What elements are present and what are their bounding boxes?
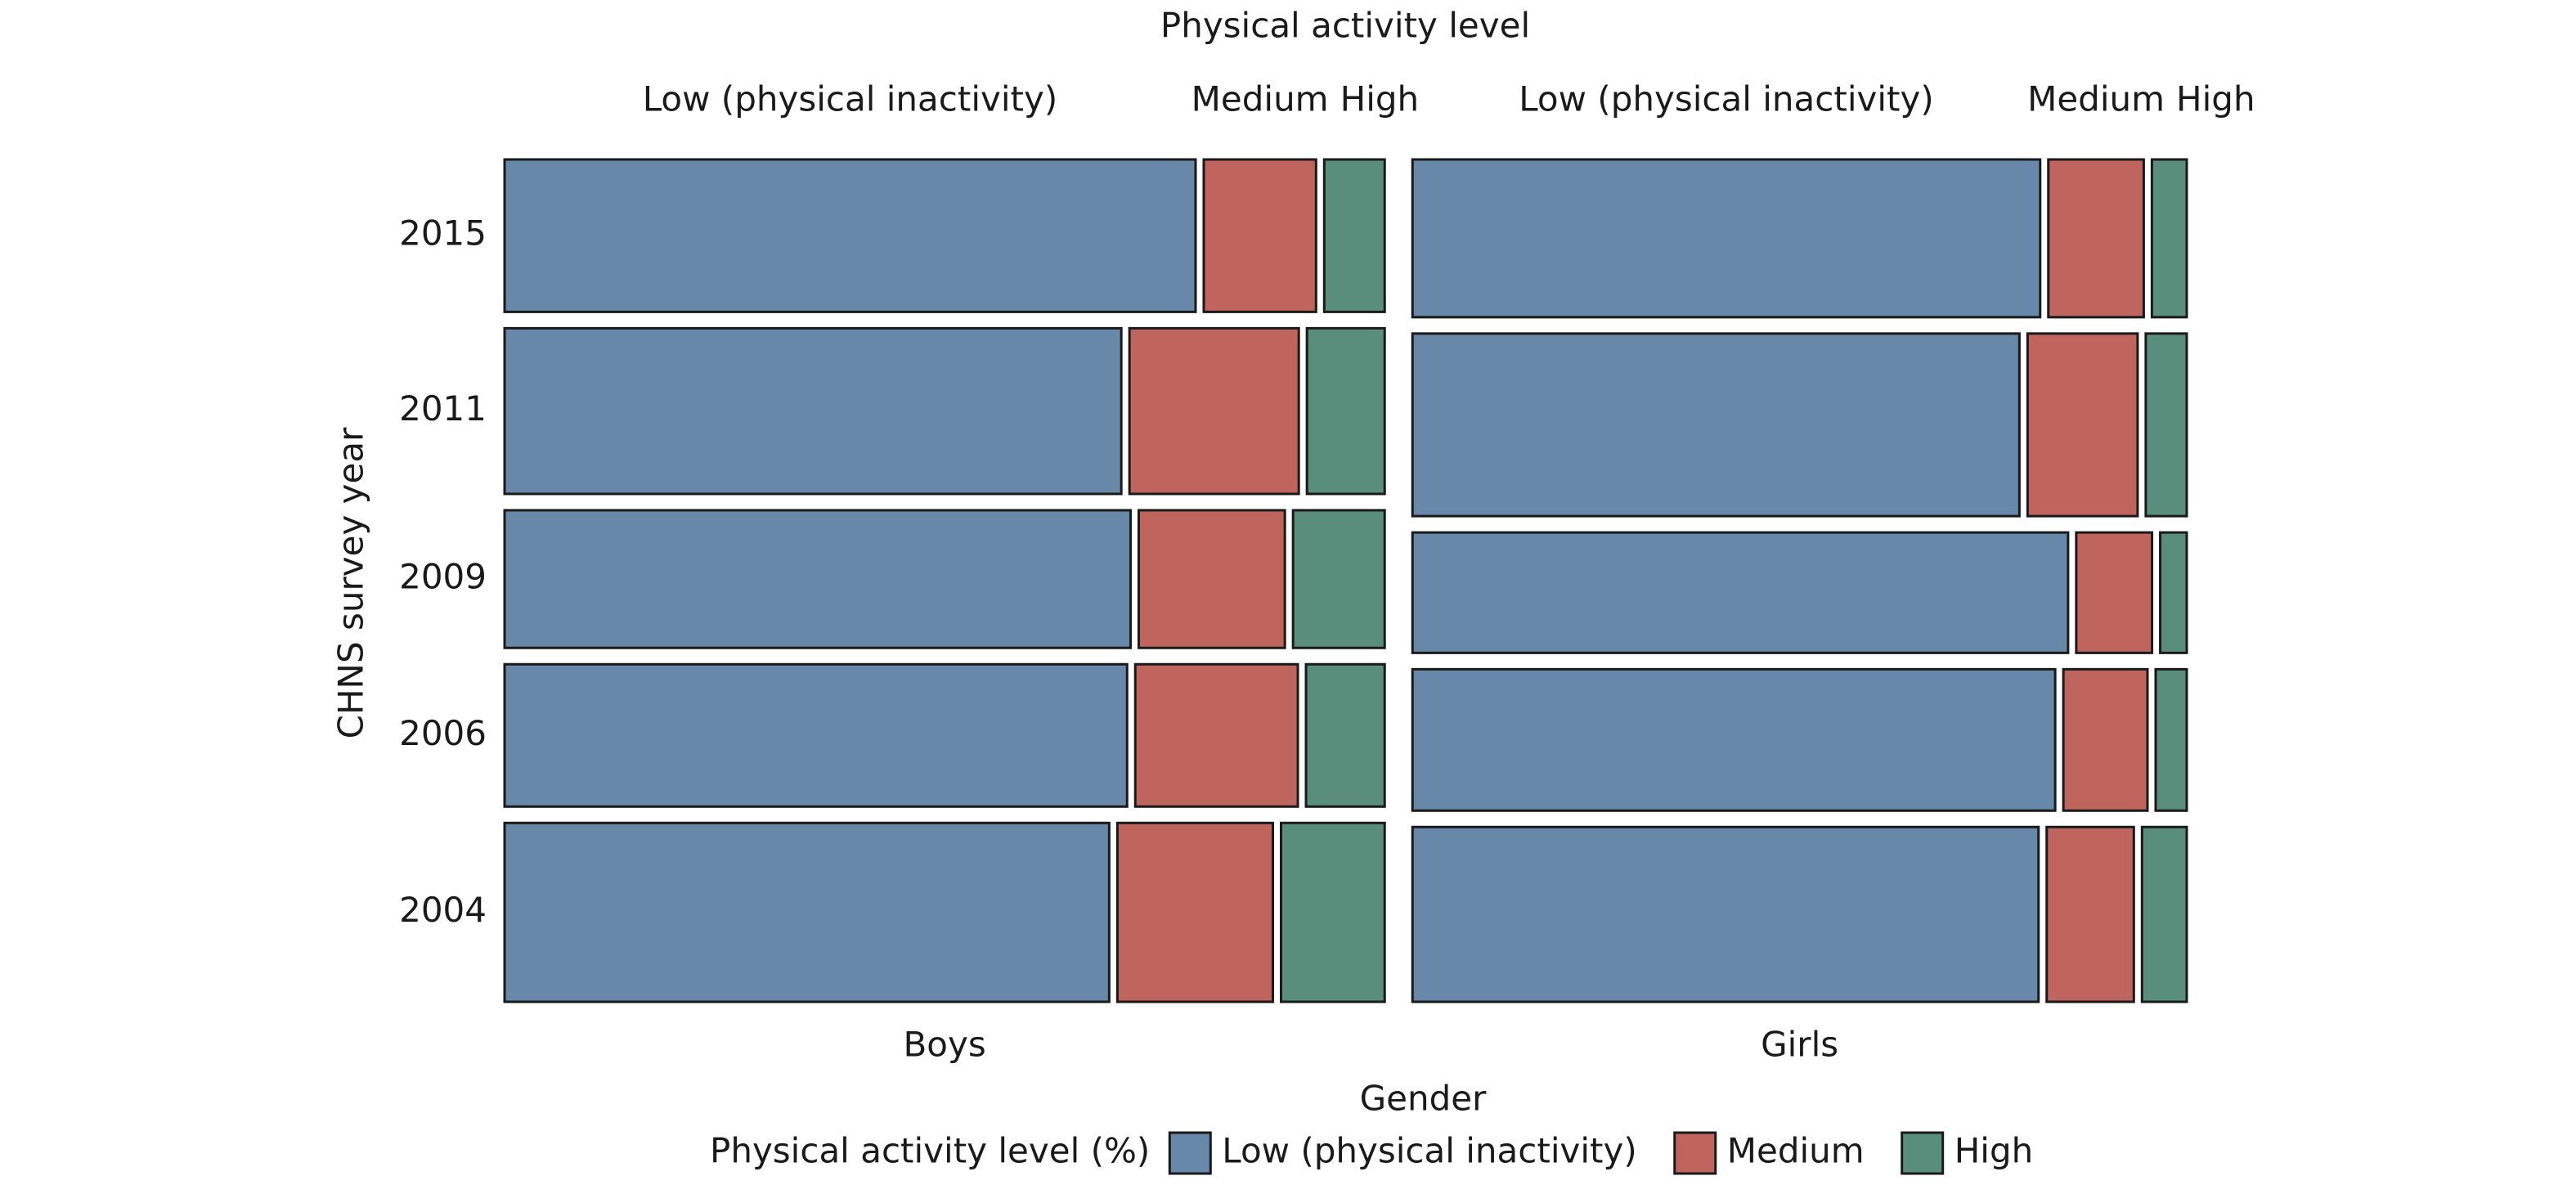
level-label: Medium <box>1192 79 1329 119</box>
y-tick-label: 2004 <box>399 890 487 930</box>
x-axis-label: Gender <box>1360 1079 1488 1119</box>
y-tick-label: 2011 <box>399 388 487 429</box>
mosaic-tile <box>1304 662 1386 808</box>
level-label: Medium <box>2027 79 2165 119</box>
legend-label: Low (physical inactivity) <box>1222 1131 1636 1171</box>
mosaic-tile <box>503 158 1197 313</box>
mosaic-tile <box>2047 158 2145 319</box>
mosaic-tile <box>2144 332 2188 518</box>
mosaic-tile <box>2140 825 2188 1003</box>
y-axis-label: CHNS survey year <box>331 427 371 738</box>
y-tick-label: 2006 <box>399 713 487 753</box>
legend-swatch <box>1901 1131 1945 1175</box>
mosaic-tile <box>2075 531 2154 654</box>
mosaic-tile <box>503 821 1111 1003</box>
mosaic-tile <box>1279 821 1386 1003</box>
x-tick-label: Girls <box>1761 1025 1838 1065</box>
mosaic-tile <box>503 509 1132 649</box>
mosaic-tile <box>2045 825 2135 1003</box>
legend-title: Physical activity level (%) <box>710 1131 1150 1171</box>
mosaic-tile <box>1137 509 1286 649</box>
mosaic-tile <box>2026 332 2139 518</box>
level-label: Low (physical inactivity) <box>643 79 1057 119</box>
chart-title: Physical activity level <box>1160 6 1530 46</box>
mosaic-tile <box>1322 158 1386 313</box>
legend-swatch <box>1673 1131 1717 1175</box>
mosaic-tile <box>1411 667 2057 812</box>
mosaic-tile <box>2150 158 2188 319</box>
mosaic-tile <box>2062 667 2149 812</box>
mosaic-tile <box>1133 662 1299 808</box>
mosaic-tile <box>1411 332 2021 518</box>
mosaic-tile <box>2154 667 2188 812</box>
level-label: Low (physical inactivity) <box>1519 79 1933 119</box>
mosaic-tile <box>1411 825 2040 1003</box>
mosaic-tile <box>503 662 1129 808</box>
mosaic-tile <box>503 326 1123 496</box>
mosaic-tile <box>1411 158 2042 319</box>
legend-label: High <box>1954 1131 2034 1171</box>
mosaic-tile <box>2159 531 2188 654</box>
legend-swatch <box>1168 1131 1212 1175</box>
y-tick-label: 2009 <box>399 557 487 597</box>
legend-label: Medium <box>1727 1131 1865 1171</box>
mosaic-tile <box>1291 509 1386 649</box>
level-label: High <box>2176 79 2255 119</box>
mosaic-tile <box>1305 326 1386 496</box>
mosaic-tile <box>1115 821 1274 1003</box>
y-tick-label: 2015 <box>399 213 487 254</box>
level-label: High <box>1340 79 1420 119</box>
mosaic-tile <box>1411 531 2070 654</box>
x-tick-label: Boys <box>903 1025 985 1065</box>
mosaic-tile <box>1128 326 1300 496</box>
mosaic-tile <box>1202 158 1317 313</box>
